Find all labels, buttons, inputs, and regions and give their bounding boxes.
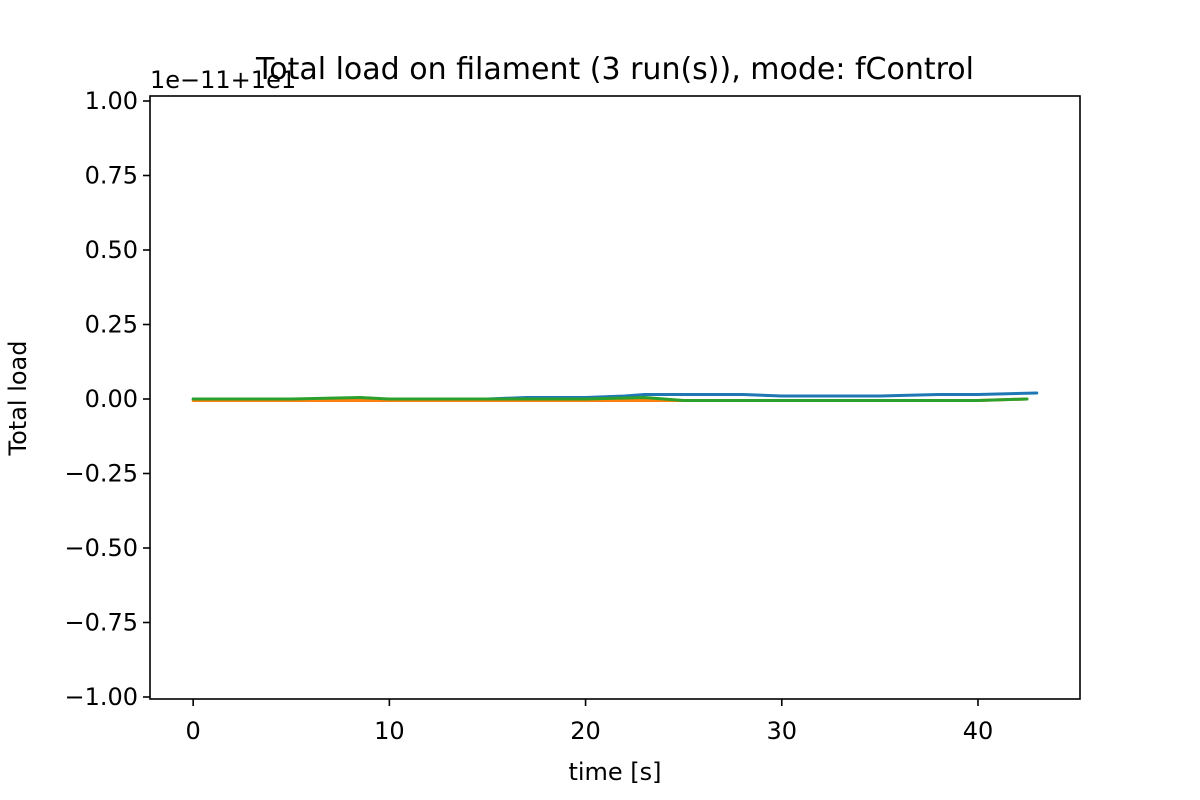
chart-title: Total load on filament (3 run(s)), mode:… — [255, 52, 974, 87]
x-tick-label: 40 — [963, 717, 994, 745]
y-tick-label: 0.75 — [85, 162, 138, 190]
y-tick-label: −0.50 — [64, 534, 138, 562]
y-ticks: 1.00 0.75 0.50 0.25 0.00 −0.25 −0.50 −0.75 −1.00 — [64, 87, 150, 711]
y-tick-label: −1.00 — [64, 683, 138, 711]
y-tick-label: 1.00 — [85, 87, 138, 115]
y-tick-label: 0.00 — [85, 385, 138, 413]
x-axis-label: time [s] — [568, 758, 661, 786]
y-tick-label: 0.50 — [85, 236, 138, 264]
series-line-3 — [191, 396, 1029, 402]
x-tick-label: 0 — [186, 717, 201, 745]
y-tick-label: 0.25 — [85, 311, 138, 339]
y-offset-text: 1e−11+1e1 — [150, 66, 296, 94]
x-tick-label: 20 — [570, 717, 601, 745]
y-tick-label: −0.75 — [64, 609, 138, 637]
y-axis-label: Total load — [4, 341, 32, 457]
series-layer — [191, 391, 1039, 402]
x-tick-label: 10 — [374, 717, 405, 745]
x-tick-label: 30 — [766, 717, 797, 745]
axes-frame — [149, 95, 1081, 700]
y-tick-label: −0.25 — [64, 460, 138, 488]
x-ticks: 0 10 20 30 40 — [186, 699, 994, 745]
